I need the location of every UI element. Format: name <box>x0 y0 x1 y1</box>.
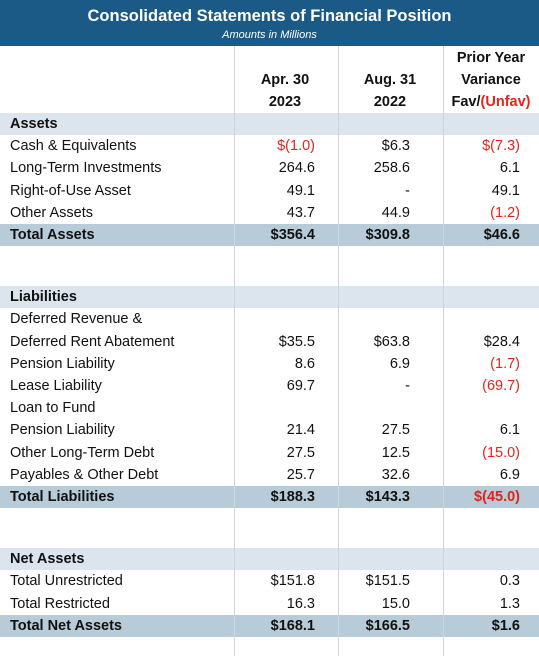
total-label: Total Liabilities <box>10 489 115 505</box>
cell-value: 69.7 <box>286 378 315 394</box>
cell-value: 16.3 <box>286 595 315 612</box>
column-divider <box>234 46 235 656</box>
cell-value: $188.3 <box>270 489 315 505</box>
cell-value: $(7.3) <box>482 138 520 155</box>
cell-value: 6.9 <box>389 355 410 372</box>
cell-value: 32.6 <box>381 466 410 483</box>
cell-value: 8.6 <box>294 355 315 372</box>
column-header: Variance <box>461 72 521 88</box>
section-title: Assets <box>10 116 58 132</box>
cell-value: - <box>405 182 410 199</box>
cell-value: $166.5 <box>365 617 410 634</box>
row-label: Pension Liability <box>10 355 115 372</box>
cell-value: 6.1 <box>499 422 520 439</box>
row-label: Deferred Rent Abatement <box>10 333 175 350</box>
row-label: Long-Term Investments <box>10 160 162 177</box>
column-divider <box>338 46 339 656</box>
header: Consolidated Statements of Financial Pos… <box>0 0 539 46</box>
column-header: Apr. 30 <box>260 72 310 88</box>
section-band <box>0 548 539 571</box>
total-band <box>0 224 539 247</box>
cell-value: 49.1 <box>286 182 315 199</box>
cell-value: 0.3 <box>499 573 520 590</box>
cell-value: 49.1 <box>491 182 520 199</box>
section-band <box>0 113 539 136</box>
cell-value: $151.5 <box>365 573 410 590</box>
column-header-part: (Unfav) <box>480 94 531 110</box>
column-header: Fav/(Unfav) <box>431 91 539 113</box>
cell-value: $1.6 <box>491 617 520 634</box>
cell-value: $46.6 <box>483 227 520 243</box>
cell-value: $28.4 <box>483 333 520 350</box>
cell-value: $63.8 <box>373 333 410 350</box>
cell-value: $168.1 <box>270 617 315 634</box>
cell-value: $(1.0) <box>277 138 315 155</box>
cell-value: $309.8 <box>365 227 410 243</box>
column-header-part: Fav/ <box>451 94 481 110</box>
cell-value: 12.5 <box>381 444 410 461</box>
cell-value: 258.6 <box>373 160 410 177</box>
section-title: Net Assets <box>10 551 85 568</box>
row-label: Payables & Other Debt <box>10 466 159 483</box>
cell-value: $356.4 <box>270 227 315 243</box>
row-label: Loan to Fund <box>10 400 96 417</box>
row-label: Other Long-Term Debt <box>10 444 155 461</box>
cell-value: 21.4 <box>286 422 315 439</box>
cell-value: 25.7 <box>286 466 315 483</box>
column-divider <box>443 46 444 656</box>
cell-value: - <box>405 378 410 394</box>
cell-value: 15.0 <box>381 595 410 612</box>
cell-value: 1.3 <box>499 595 520 612</box>
cell-value: 44.9 <box>381 204 410 221</box>
cell-value: (1.7) <box>490 355 520 372</box>
cell-value: $6.3 <box>381 138 410 155</box>
cell-value: 27.5 <box>286 444 315 461</box>
column-header: Prior Year <box>456 50 526 66</box>
cell-value: 264.6 <box>278 160 315 177</box>
row-label: Other Assets <box>10 204 94 221</box>
total-label: Total Assets <box>10 227 95 243</box>
cell-value: (15.0) <box>482 444 520 461</box>
column-header: 2023 <box>268 94 302 110</box>
cell-value: 6.1 <box>499 160 520 177</box>
column-header: 2022 <box>373 94 407 110</box>
total-band <box>0 614 539 637</box>
cell-value: $35.5 <box>278 333 315 350</box>
row-label: Right-of-Use Asset <box>10 182 131 199</box>
row-label: Total Restricted <box>10 595 110 612</box>
column-header: Aug. 31 <box>363 72 417 88</box>
cell-value: $(45.0) <box>474 489 520 505</box>
cell-value: 43.7 <box>286 204 315 221</box>
total-label: Total Net Assets <box>10 617 122 634</box>
cell-value: $151.8 <box>270 573 315 590</box>
total-band <box>0 486 539 509</box>
row-label: Cash & Equivalents <box>10 138 137 155</box>
cell-value: 6.9 <box>499 466 520 483</box>
subtitle: Amounts in Millions <box>222 29 317 41</box>
row-label: Pension Liability <box>10 422 115 439</box>
row-label: Total Unrestricted <box>10 573 123 590</box>
row-label: Lease Liability <box>10 378 102 394</box>
cell-value: 27.5 <box>381 422 410 439</box>
row-label: Deferred Revenue & <box>10 311 143 328</box>
cell-value: $143.3 <box>365 489 410 505</box>
cell-value: (69.7) <box>482 378 520 394</box>
section-title: Liabilities <box>10 289 77 306</box>
cell-value: (1.2) <box>490 204 520 221</box>
section-band <box>0 286 539 309</box>
title: Consolidated Statements of Financial Pos… <box>87 7 452 25</box>
